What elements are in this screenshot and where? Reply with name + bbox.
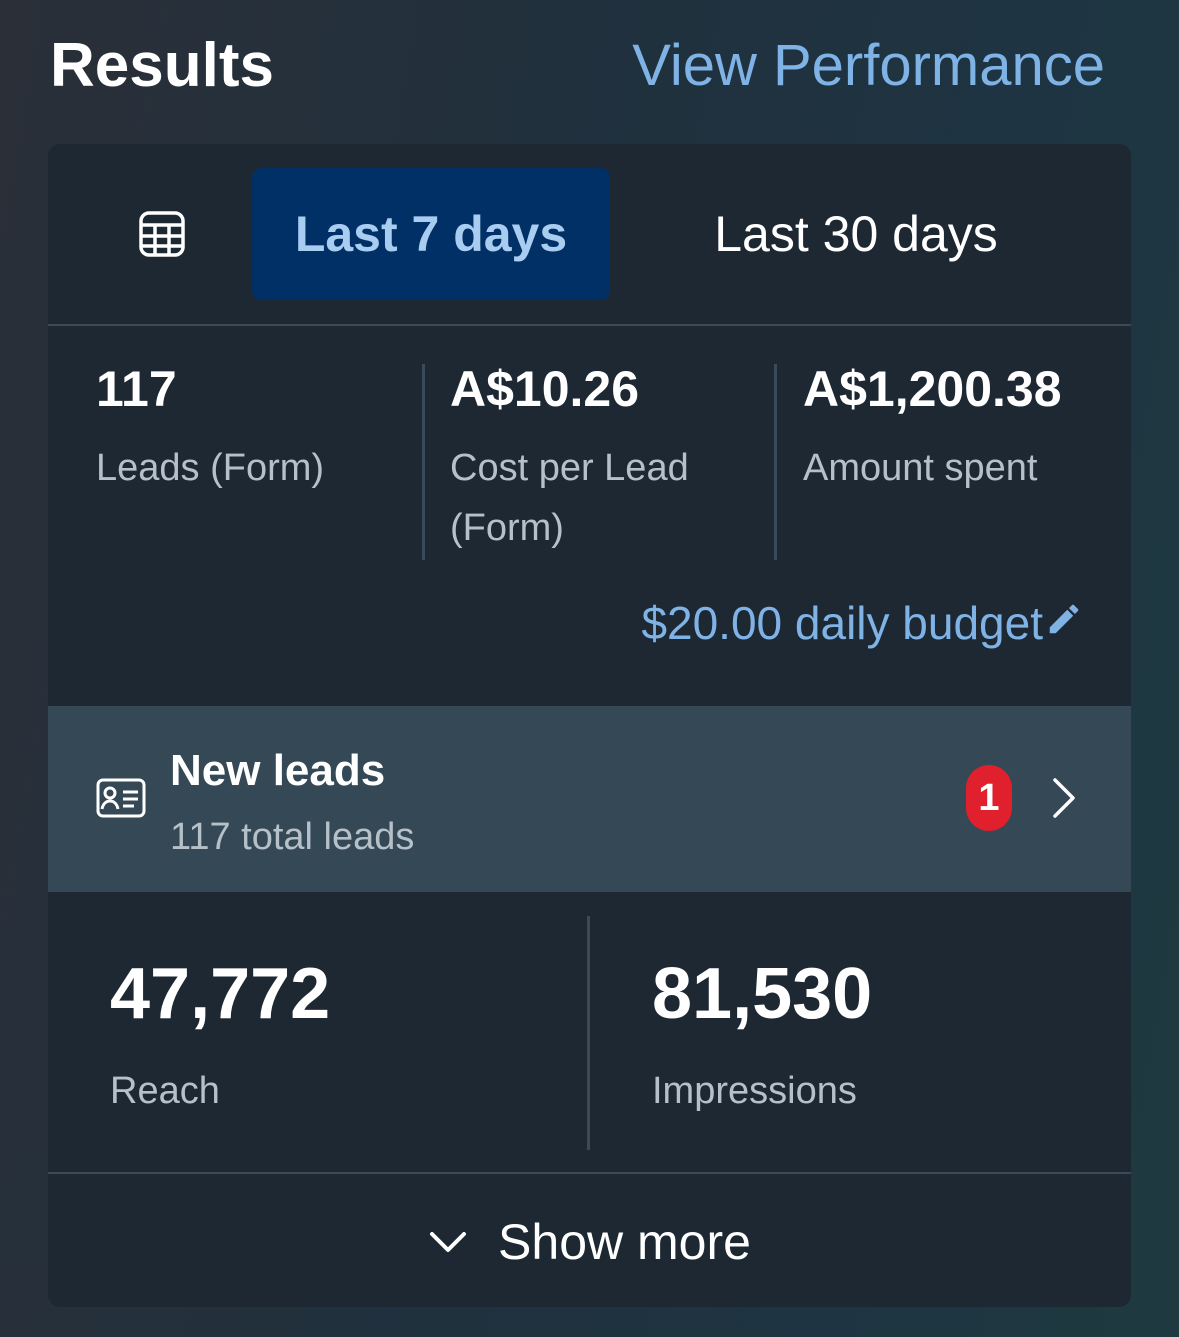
new-leads-row[interactable]: New leads 117 total leads 1 — [48, 706, 1131, 892]
results-header: Results View Performance — [0, 0, 1179, 130]
notification-badge: 1 — [966, 765, 1012, 831]
daily-budget-link[interactable]: $20.00 daily budget — [641, 596, 1083, 650]
stat-label: Reach — [110, 1070, 220, 1112]
table-icon[interactable] — [138, 210, 186, 258]
page-title: Results — [50, 31, 274, 100]
new-leads-title: New leads — [170, 746, 386, 795]
chevron-down-icon — [430, 1231, 467, 1252]
metric-leads: 117 Leads (Form) — [96, 364, 396, 498]
show-more-button[interactable]: Show more — [48, 1176, 1131, 1307]
metric-label: Leads (Form) — [96, 447, 325, 489]
tab-last-7-days[interactable]: Last 7 days — [252, 168, 610, 300]
metrics-section: 117 Leads (Form) A$10.26 Cost per Lead (… — [48, 328, 1131, 708]
results-card: Last 7 days Last 30 days 117 Leads (Form… — [48, 144, 1131, 1307]
divider — [774, 364, 777, 560]
metric-label: Amount spent — [803, 447, 1038, 489]
date-range-tabs: Last 7 days Last 30 days — [48, 144, 1131, 326]
stat-value: 81,530 — [652, 954, 873, 1034]
divider — [587, 916, 590, 1150]
metric-value: A$10.26 — [450, 361, 640, 417]
metric-value: 117 — [96, 361, 177, 417]
stat-value: 47,772 — [110, 954, 331, 1034]
stat-reach: 47,772 Reach — [110, 958, 330, 1113]
metric-label: Cost per Lead (Form) — [450, 447, 689, 549]
divider — [422, 364, 425, 560]
metric-amount-spent: A$1,200.38 Amount spent — [803, 364, 1123, 498]
pencil-icon — [1049, 604, 1079, 634]
chevron-right-icon — [1053, 778, 1075, 818]
metric-value: A$1,200.38 — [803, 361, 1062, 417]
stat-impressions: 81,530 Impressions — [652, 958, 872, 1113]
view-performance-link[interactable]: View Performance — [632, 33, 1105, 98]
tab-last-30-days[interactable]: Last 30 days — [714, 206, 998, 262]
daily-budget-text: $20.00 daily budget — [641, 597, 1043, 649]
contact-card-icon — [96, 778, 146, 818]
metric-cost-per-lead: A$10.26 Cost per Lead (Form) — [450, 364, 750, 558]
reach-impressions-section: 47,772 Reach 81,530 Impressions — [48, 892, 1131, 1174]
show-more-label: Show more — [498, 1213, 751, 1270]
stat-label: Impressions — [652, 1070, 857, 1112]
new-leads-subtitle: 117 total leads — [170, 816, 415, 858]
